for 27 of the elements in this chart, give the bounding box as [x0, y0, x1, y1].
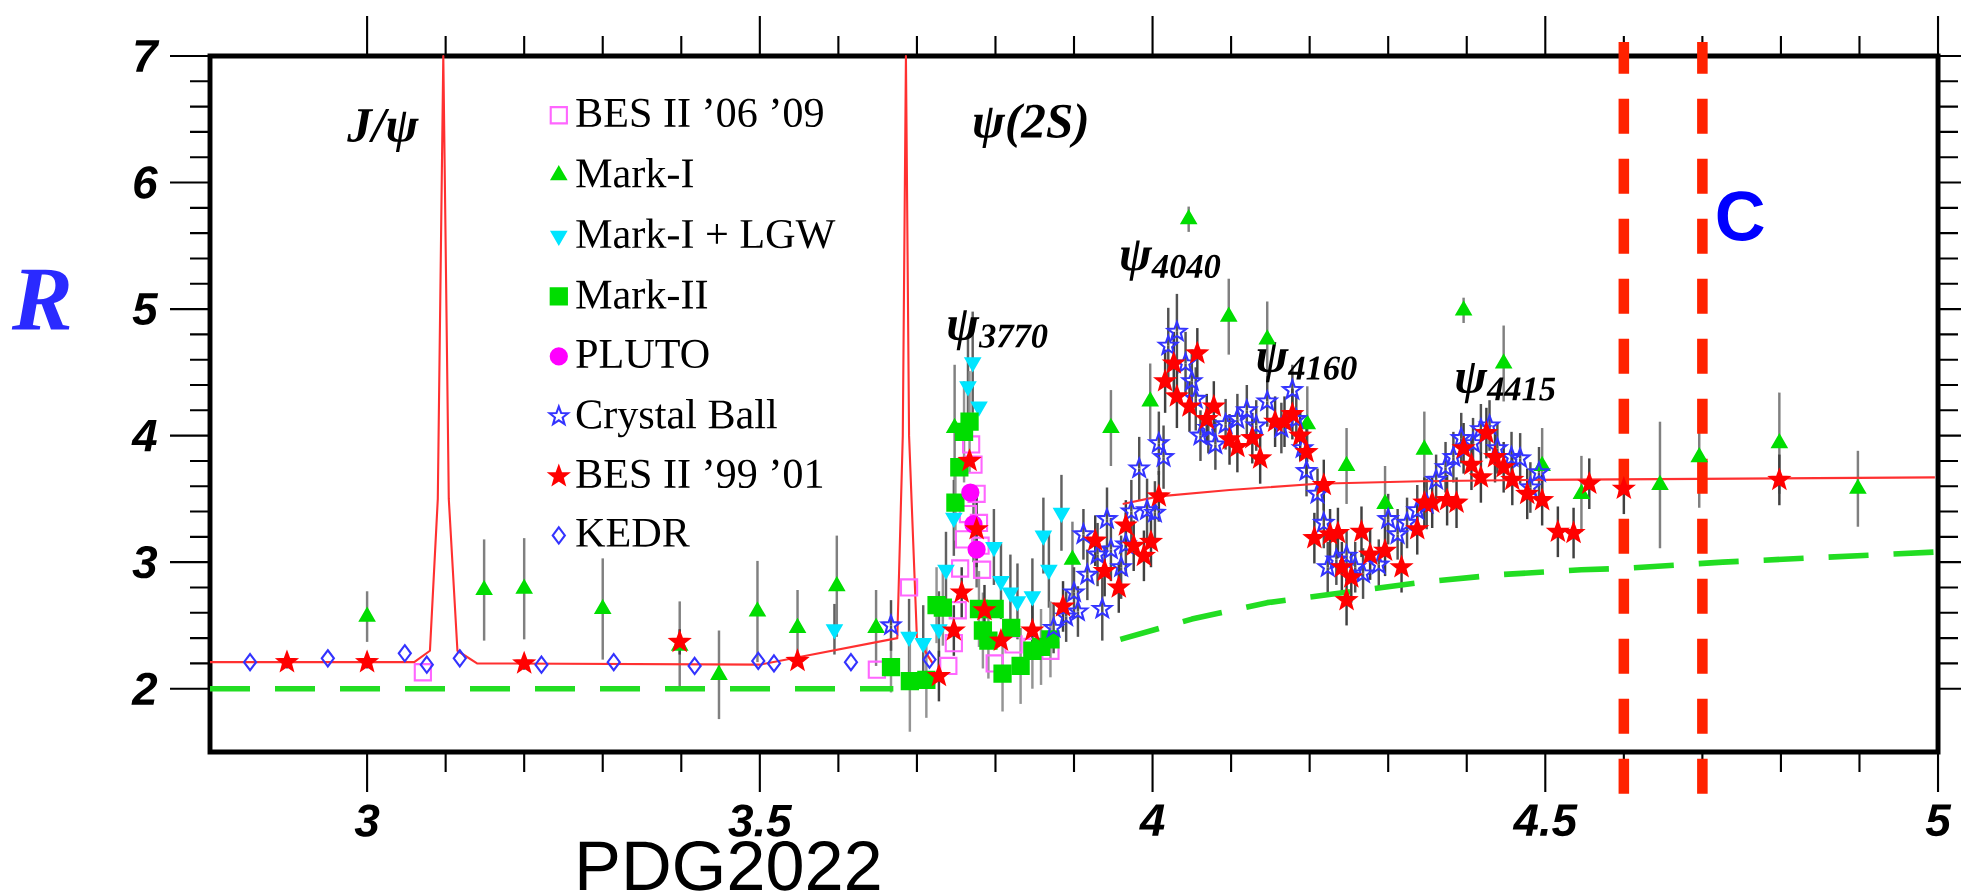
annotation: ψ$_{4040}$	[1121, 240, 1221, 281]
legend-label: Mark-I	[576, 157, 694, 188]
ref-line-label: C	[1717, 191, 1764, 241]
legend-label: Crystal Ball	[576, 399, 777, 438]
legend-label: Mark-I + LGW	[576, 218, 836, 249]
annotation: ψ$_{4160}$	[1257, 342, 1357, 383]
legend-label: BES II ’06 ’09	[576, 98, 823, 128]
x-tick-label: 3.5	[728, 804, 793, 837]
y-tick-label: 3	[132, 545, 158, 579]
x-tick-label: 4	[1139, 804, 1165, 836]
legend-label: BES II ’99 ’01	[576, 459, 823, 489]
y-tick-label: 4	[131, 419, 157, 452]
legend-label: PLUTO	[576, 339, 709, 369]
x-tick-label: 4.5	[1512, 804, 1578, 837]
y-tick-label: 6	[134, 166, 158, 199]
legend-label: KEDR	[576, 518, 690, 547]
annotation: ψ(2S)	[974, 103, 1087, 148]
y-axis-title: R	[11, 269, 70, 330]
y-tick-label: 5	[132, 293, 159, 326]
y-tick-label: 2	[131, 672, 158, 705]
legend-label: Mark-II	[576, 279, 708, 309]
y-tick-label: 7	[135, 40, 160, 72]
x-tick-label: 5	[1925, 804, 1952, 837]
annotation: J/ψ	[347, 109, 419, 152]
x-tick-label: 3	[354, 804, 380, 837]
annotation: ψ$_{4415}$	[1456, 363, 1556, 404]
text: PDG2022	[579, 840, 880, 891]
